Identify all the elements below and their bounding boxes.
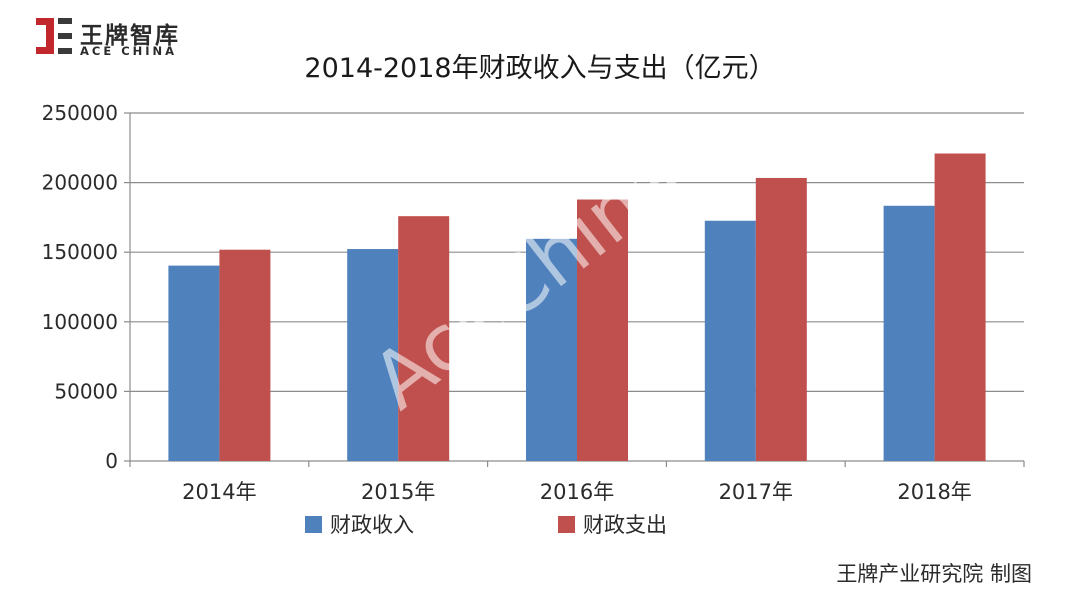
bar-expense: [398, 216, 450, 461]
bar-expense: [934, 153, 986, 462]
legend-label: 财政收入: [330, 513, 414, 537]
y-tick-label: 250000: [42, 101, 118, 125]
y-tick-label: 100000: [42, 310, 118, 334]
bar-income: [526, 238, 577, 461]
bar-income: [883, 205, 935, 461]
x-tick-label: 2017年: [719, 480, 793, 504]
y-tick-label: 200000: [42, 171, 118, 195]
x-tick-label: 2014年: [182, 480, 256, 504]
logo-mark-icon: [36, 18, 72, 54]
y-tick-label: 50000: [54, 379, 118, 403]
x-tick-label: 2018年: [897, 480, 971, 504]
bar-income: [168, 265, 220, 461]
credit-text: 王牌产业研究院 制图: [836, 562, 1032, 586]
bar-income: [347, 249, 399, 461]
legend-swatch: [558, 516, 575, 533]
chart-title: 2014-2018年财政收入与支出（亿元）: [304, 53, 776, 84]
bar-expense: [755, 177, 807, 461]
logo-text-en: ACE CHINA: [80, 44, 178, 58]
ace-china-logo: 王牌智库 ACE CHINA: [36, 16, 206, 60]
y-tick-label: 150000: [42, 240, 118, 264]
bar-expense: [219, 249, 271, 461]
legend-label: 财政支出: [583, 513, 667, 537]
legend-swatch: [305, 516, 322, 533]
x-tick-label: 2015年: [361, 480, 435, 504]
logo-text-cn: 王牌智库: [80, 23, 180, 49]
bar-expense: [577, 199, 628, 461]
bar-income: [704, 220, 756, 461]
x-tick-label: 2016年: [540, 480, 614, 504]
y-tick-label: 0: [105, 449, 118, 473]
